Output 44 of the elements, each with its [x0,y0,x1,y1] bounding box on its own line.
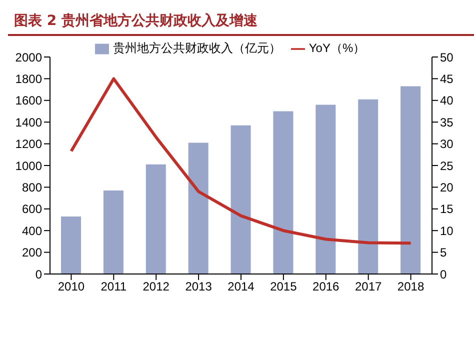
y-tick-label: 600 [22,202,42,216]
x-tick-label: 2016 [312,280,340,294]
y-tick-label: 200 [22,246,42,260]
line-series [70,77,412,245]
y-tick-label: 0 [35,267,42,282]
x-tick-label: 2017 [354,280,382,294]
x-tick-label: 2012 [142,280,170,294]
y-tick-label: 800 [22,180,42,194]
legend-label: 贵州地方公共财政收入（亿元） [112,41,281,55]
y-tick-label: 400 [22,224,42,238]
x-tick-label: 2015 [270,280,298,294]
y-tick-label: 1000 [15,158,42,173]
y2-tick-label: 0 [440,267,447,282]
y-tick-label: 1200 [15,137,42,152]
x-tick-label: 2011 [100,280,127,294]
legend-label: YoY（%） [308,41,366,55]
bar [316,104,336,274]
x-tick-label: 2018 [397,280,424,294]
y2-tick-label: 20 [440,180,454,194]
x-tick-label: 2010 [58,280,85,294]
bar [273,111,294,274]
y-tick-label: 1400 [15,115,42,130]
y2-tick-label: 50 [440,50,454,64]
bar [103,190,124,274]
y2-tick-label: 10 [440,224,454,238]
y2-tick-label: 35 [440,115,454,130]
y2-tick-label: 15 [440,202,454,216]
bar [230,125,251,274]
y2-tick-label: 40 [440,94,454,108]
y-tick-label: 1800 [15,72,42,86]
x-tick-label: 2014 [228,280,255,294]
bar [61,216,81,274]
y2-tick-label: 45 [440,72,454,86]
y-tick-label: 2000 [15,50,42,64]
bar [400,86,421,274]
y2-tick-label: 25 [440,158,454,173]
y2-tick-label: 30 [440,137,454,152]
y2-tick-label: 5 [440,246,447,260]
bar [358,99,378,274]
chart-title: 图表 2 贵州省地方公共财政收入及增速 [8,8,474,36]
bar [146,164,166,274]
bar [188,142,208,274]
y-tick-label: 1600 [15,94,42,108]
x-tick-label: 2013 [185,280,212,294]
